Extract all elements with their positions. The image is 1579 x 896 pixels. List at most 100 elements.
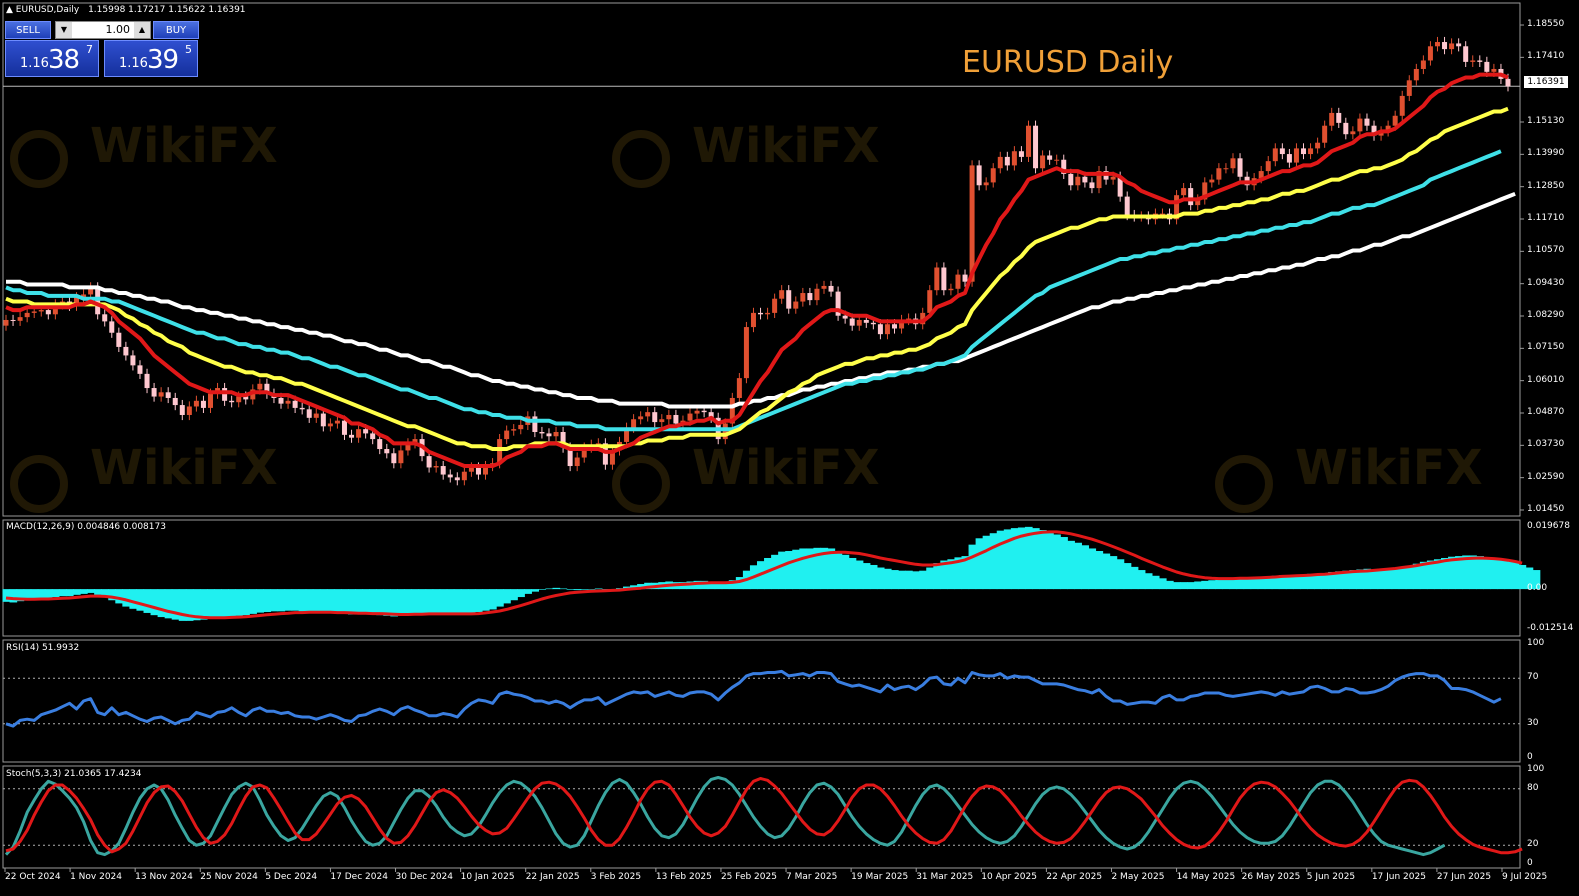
macd-histogram-bar (228, 589, 236, 617)
candle-body (1174, 195, 1180, 220)
candle-body (1047, 155, 1053, 160)
stoch-signal-line (5, 777, 1523, 855)
macd-histogram-bar (1532, 570, 1541, 590)
candle-body (1491, 68, 1497, 72)
watermark: WikiFX (1295, 440, 1483, 496)
candle-body (899, 319, 905, 329)
candle-body (222, 388, 228, 401)
candle-body (1477, 60, 1483, 62)
candle-body (546, 433, 552, 437)
macd-histogram-bar (1335, 571, 1343, 590)
candle-body (1279, 148, 1285, 155)
lot-size-field[interactable]: ▼ 1.00 ▲ (55, 21, 151, 39)
macd-histogram-bar (23, 589, 32, 601)
candle-body (539, 432, 545, 434)
candle-body (1159, 213, 1165, 215)
candle-body (1463, 46, 1469, 62)
macd-histogram-bar (242, 589, 250, 616)
candle-body (10, 319, 16, 321)
rsi-axis-label: 30 (1527, 717, 1539, 728)
candle-body (158, 392, 164, 397)
candle-body (1329, 112, 1335, 126)
candle-body (349, 434, 355, 438)
price-axis-label: 1.03730 (1527, 439, 1565, 450)
macd-histogram-bar (94, 589, 102, 595)
macd-histogram-bar (369, 589, 377, 615)
ask-price-pips: 39 (147, 45, 179, 75)
macd-histogram-bar (58, 589, 67, 597)
macd-histogram-bar (1490, 557, 1499, 590)
candle-body (334, 420, 340, 424)
candle-body (638, 416, 644, 420)
macd-histogram-bar (1053, 534, 1061, 590)
macd-histogram-bar (319, 589, 328, 613)
candle-body (1068, 173, 1074, 186)
ema-white-line (6, 191, 1516, 409)
time-axis-label: 31 Mar 2025 (916, 872, 974, 882)
candle-body (722, 423, 728, 440)
candle-body (144, 373, 150, 389)
candle-body (405, 443, 411, 451)
time-axis-label: 19 Mar 2025 (851, 872, 909, 882)
candle-body (1484, 61, 1490, 72)
price-axis-label: 1.08290 (1527, 310, 1565, 320)
symbol-label: EURUSD,Daily (15, 5, 80, 15)
price-axis-label: 1.01450 (1527, 504, 1565, 514)
macd-histogram-bar (87, 589, 95, 593)
macd-histogram-bar (707, 581, 716, 590)
candle-body (1392, 115, 1398, 126)
candle-body (997, 156, 1003, 169)
candle-body (426, 456, 432, 468)
candle-body (74, 297, 80, 306)
candle-body (814, 288, 820, 301)
macd-histogram-bar (1088, 548, 1097, 590)
macd-histogram-bar (552, 587, 561, 590)
macd-histogram-bar (1144, 573, 1153, 590)
macd-histogram-bar (961, 556, 970, 590)
macd-histogram-bar (249, 589, 257, 614)
macd-histogram-bar (1257, 577, 1266, 590)
macd-histogram-bar (1222, 578, 1231, 590)
candle-body (1357, 118, 1363, 132)
lot-decrease-icon[interactable]: ▼ (56, 22, 72, 38)
watermark-logo-icon (612, 455, 670, 513)
macd-histogram-bar (214, 589, 222, 618)
candle-body (786, 290, 792, 309)
time-axis-label: 9 Jul 2025 (1502, 872, 1548, 882)
candle-body (990, 168, 996, 183)
buy-button[interactable]: BUY (153, 21, 199, 39)
candle-body (313, 413, 319, 418)
macd-histogram-bar (714, 583, 723, 590)
lot-size-value[interactable]: 1.00 (105, 23, 131, 36)
candle-body (186, 406, 192, 415)
candle-body (1223, 168, 1229, 170)
candle-body (1096, 171, 1102, 189)
sell-button[interactable]: SELL (5, 21, 51, 39)
collapse-triangle-icon[interactable]: ▲ (6, 5, 13, 15)
macd-histogram-bar (136, 589, 145, 611)
macd-histogram-bar (1173, 582, 1181, 590)
watermark-logo-icon (10, 455, 68, 513)
bid-price-box[interactable]: 1.16 38 7 (5, 40, 99, 77)
macd-histogram-bar (164, 589, 173, 619)
price-axis-label: 1.04870 (1527, 407, 1565, 417)
ask-price-box[interactable]: 1.16 39 5 (104, 40, 198, 77)
macd-histogram-bar (1342, 570, 1350, 590)
lot-increase-icon[interactable]: ▲ (134, 22, 150, 38)
candle-body (1117, 176, 1123, 197)
candle-body (257, 383, 263, 390)
candle-body (1181, 188, 1187, 196)
candle-body (1061, 159, 1067, 174)
macd-histogram-bar (355, 589, 363, 615)
time-axis-label: 3 Feb 2025 (590, 872, 642, 882)
candle-body (983, 182, 989, 186)
macd-histogram-bar (771, 554, 779, 590)
ema-yellow-line (5, 106, 1509, 451)
macd-histogram-bar (235, 589, 243, 616)
macd-histogram-bar (1363, 568, 1372, 590)
candle-body (412, 439, 418, 444)
macd-histogram-bar (1455, 556, 1463, 590)
macd-histogram-bar (876, 567, 885, 590)
macd-histogram-bar (1243, 578, 1252, 590)
